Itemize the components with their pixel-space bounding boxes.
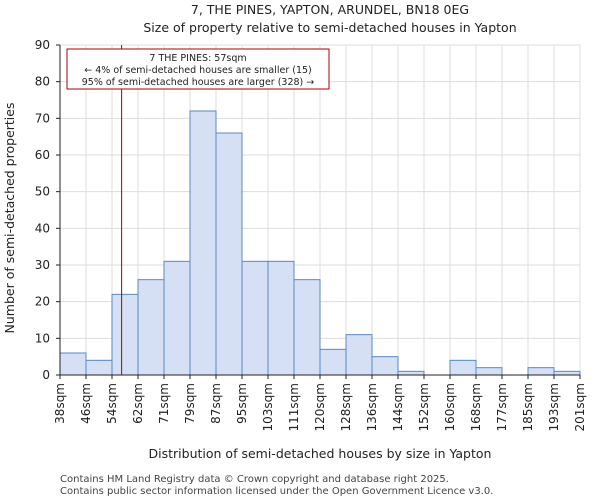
x-tick-label: 185sqm (521, 383, 535, 431)
x-tick-label: 103sqm (261, 383, 275, 431)
annotation-border (66, 48, 330, 90)
annotation-line3: 95% of semi-detached houses are larger (… (82, 77, 315, 88)
bar-136sqm (371, 356, 399, 376)
annotation-line2: ← 4% of semi-detached houses are smaller… (84, 65, 312, 76)
x-tick-label: 62sqm (131, 383, 145, 424)
x-tick-label: 177sqm (495, 383, 509, 431)
bar-71sqm (163, 260, 191, 376)
x-tick-label: 193sqm (547, 383, 561, 431)
y-tick-label: 60 (35, 148, 50, 162)
bar-128sqm (345, 334, 373, 376)
bars (59, 110, 581, 376)
x-tick-label: 120sqm (313, 383, 327, 431)
y-tick-label: 80 (35, 75, 50, 89)
y-tick-labels: 0 10 20 30 40 50 60 70 80 90 (35, 38, 60, 382)
bar-62sqm (137, 279, 165, 376)
bar-168sqm (475, 367, 503, 376)
chart-title-line1: 7, THE PINES, YAPTON, ARUNDEL, BN18 0EG (191, 2, 469, 17)
footer-line1: Contains HM Land Registry data © Crown c… (60, 474, 449, 485)
x-tick-label: 71sqm (157, 383, 171, 424)
bar-87sqm (215, 132, 243, 376)
x-tick-label: 136sqm (365, 383, 379, 431)
bar-95sqm (241, 260, 269, 376)
annotation-line1: 7 THE PINES: 57sqm (149, 53, 246, 64)
x-tick-label: 79sqm (183, 383, 197, 424)
x-tick-label: 144sqm (391, 383, 405, 431)
x-tick-label: 54sqm (105, 383, 119, 424)
x-tick-label: 46sqm (79, 383, 93, 424)
y-tick-label: 10 (35, 331, 50, 345)
x-tick-label: 95sqm (235, 383, 249, 424)
bar-103sqm (267, 260, 295, 376)
y-tick-label: 0 (42, 368, 50, 382)
y-tick-label: 90 (35, 38, 50, 52)
bar-144sqm (397, 370, 425, 376)
y-tick-label: 50 (35, 185, 50, 199)
title-block: 7, THE PINES, YAPTON, ARUNDEL, BN18 0EG … (143, 2, 516, 35)
x-tick-label: 111sqm (287, 383, 301, 431)
y-tick-label: 20 (35, 295, 50, 309)
annotation-box: 7 THE PINES: 57sqm ← 4% of semi-detached… (66, 48, 330, 90)
x-tick-label: 160sqm (443, 383, 457, 431)
x-tick-label: 128sqm (339, 383, 353, 431)
chart-title-line2: Size of property relative to semi-detach… (143, 20, 516, 35)
x-tick-label: 38sqm (53, 383, 67, 424)
footer-line2: Contains public sector information licen… (60, 486, 493, 497)
bar-160sqm (449, 359, 477, 376)
y-tick-label: 40 (35, 221, 50, 235)
x-tick-label: 201sqm (573, 383, 587, 431)
y-axis-label: Number of semi-detached properties (2, 103, 17, 334)
bar-193sqm (553, 370, 581, 376)
bar-111sqm (293, 279, 321, 376)
bar-185sqm (527, 367, 555, 376)
bar-54sqm (111, 293, 139, 376)
y-tick-label: 70 (35, 111, 50, 125)
bar-79sqm (189, 110, 217, 376)
x-tick-label: 168sqm (469, 383, 483, 431)
bar-46sqm (85, 359, 113, 376)
x-tick-labels: 38sqm 46sqm 54sqm 62sqm 71sqm 79sqm 87sqm 95sqm… (53, 375, 587, 431)
x-tick-label: 152sqm (417, 383, 431, 431)
y-tick-label: 30 (35, 258, 50, 272)
bar-120sqm (319, 348, 347, 376)
x-tick-label: 87sqm (209, 383, 223, 424)
bar-38sqm (59, 352, 87, 376)
x-axis-label: Distribution of semi-detached houses by … (149, 446, 492, 461)
